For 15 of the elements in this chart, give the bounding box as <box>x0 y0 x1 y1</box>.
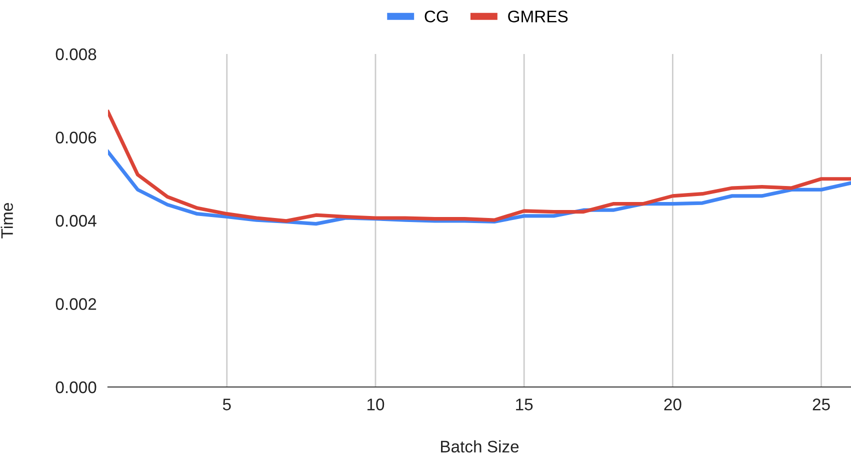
line-series <box>108 110 851 223</box>
x-tick-label: 25 <box>812 398 830 410</box>
legend-label: CG <box>424 10 448 22</box>
x-tick-label: 15 <box>516 398 533 410</box>
y-tick-label: 0.002 <box>56 298 96 310</box>
y-tick-label: 0.008 <box>56 48 96 60</box>
x-tick-label: 5 <box>222 398 231 410</box>
x-axis-title: Batch Size <box>441 440 519 453</box>
x-tick-label: 10 <box>367 398 384 410</box>
y-tick-label: 0.000 <box>56 381 96 394</box>
x-tick-label: 20 <box>664 398 682 410</box>
y-tick-label: 0.004 <box>56 214 96 227</box>
y-tick-label: 0.006 <box>56 132 96 144</box>
legend-label: GMRES <box>508 10 568 22</box>
y-axis-title: Time <box>0 203 14 238</box>
